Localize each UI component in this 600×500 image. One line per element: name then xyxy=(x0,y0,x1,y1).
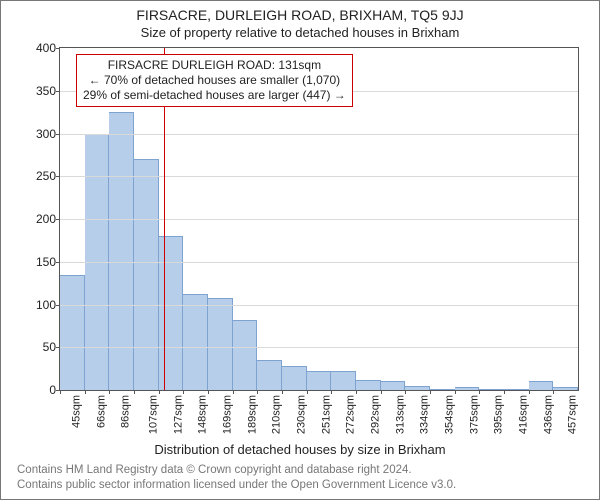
ytick-mark xyxy=(56,219,60,220)
histogram-bar xyxy=(257,360,282,390)
xtick-mark xyxy=(134,390,135,394)
histogram-bar xyxy=(60,275,85,390)
ytick-mark xyxy=(56,305,60,306)
ytick-label: 0 xyxy=(49,383,56,397)
histogram-bar xyxy=(307,371,332,390)
ytick-mark xyxy=(56,262,60,263)
annotation-line: ← 70% of detached houses are smaller (1,… xyxy=(83,73,346,88)
ytick-label: 100 xyxy=(36,298,56,312)
xtick-mark xyxy=(430,390,431,394)
xtick-label: 86sqm xyxy=(120,395,132,428)
annotation-line: 29% of semi-detached houses are larger (… xyxy=(83,88,346,103)
xtick-mark xyxy=(381,390,382,394)
xtick-label: 169sqm xyxy=(222,395,234,434)
histogram-bar xyxy=(109,112,134,390)
copyright-line-1: Contains HM Land Registry data © Crown c… xyxy=(17,463,456,478)
grid-line xyxy=(60,176,578,177)
histogram-bar xyxy=(504,389,529,390)
xtick-label: 375sqm xyxy=(468,395,480,434)
xtick-mark xyxy=(159,390,160,394)
xtick-mark xyxy=(529,390,530,394)
xtick-mark xyxy=(307,390,308,394)
ytick-label: 350 xyxy=(36,84,56,98)
ytick-label: 150 xyxy=(36,255,56,269)
grid-line xyxy=(60,305,578,306)
xtick-label: 251sqm xyxy=(320,395,332,434)
xtick-label: 292sqm xyxy=(370,395,382,434)
xtick-mark xyxy=(109,390,110,394)
histogram-bar xyxy=(183,294,208,390)
xtick-mark xyxy=(455,390,456,394)
xtick-label: 334sqm xyxy=(419,395,431,434)
xtick-label: 148sqm xyxy=(197,395,209,434)
xtick-mark xyxy=(233,390,234,394)
annotation-line: FIRSACRE DURLEIGH ROAD: 131sqm xyxy=(83,58,346,73)
xtick-label: 416sqm xyxy=(518,395,530,434)
histogram-bar xyxy=(356,380,381,390)
xtick-mark xyxy=(405,390,406,394)
xtick-label: 66sqm xyxy=(95,395,107,428)
histogram-bar xyxy=(479,389,504,390)
xtick-label: 45sqm xyxy=(71,395,83,428)
ytick-mark xyxy=(56,176,60,177)
ytick-label: 300 xyxy=(36,127,56,141)
histogram-bar xyxy=(233,320,258,390)
histogram-bar xyxy=(282,366,307,390)
histogram-bar xyxy=(134,159,159,390)
ytick-label: 200 xyxy=(36,212,56,226)
grid-line xyxy=(60,134,578,135)
xtick-label: 354sqm xyxy=(444,395,456,434)
xtick-mark xyxy=(183,390,184,394)
xtick-mark xyxy=(257,390,258,394)
xtick-label: 272sqm xyxy=(345,395,357,434)
x-axis-label: Distribution of detached houses by size … xyxy=(1,442,599,457)
xtick-mark xyxy=(208,390,209,394)
xtick-mark xyxy=(479,390,480,394)
xtick-mark xyxy=(504,390,505,394)
xtick-mark xyxy=(60,390,61,394)
xtick-mark xyxy=(331,390,332,394)
histogram-bar xyxy=(553,387,578,390)
xtick-label: 107sqm xyxy=(148,395,160,434)
xtick-label: 189sqm xyxy=(246,395,258,434)
ytick-label: 400 xyxy=(36,41,56,55)
xtick-label: 436sqm xyxy=(542,395,554,434)
histogram-bar xyxy=(208,298,233,390)
xtick-mark xyxy=(85,390,86,394)
copyright-text: Contains HM Land Registry data © Crown c… xyxy=(17,463,456,493)
histogram-bar xyxy=(405,386,430,390)
chart-subtitle: Size of property relative to detached ho… xyxy=(1,25,599,40)
xtick-label: 313sqm xyxy=(394,395,406,434)
chart-container: FIRSACRE, DURLEIGH ROAD, BRIXHAM, TQ5 9J… xyxy=(0,0,600,500)
copyright-line-2: Contains public sector information licen… xyxy=(17,478,456,493)
histogram-bar xyxy=(381,381,406,390)
grid-line xyxy=(60,262,578,263)
xtick-label: 395sqm xyxy=(493,395,505,434)
grid-line xyxy=(60,347,578,348)
ytick-label: 50 xyxy=(43,340,56,354)
ytick-mark xyxy=(56,91,60,92)
plot-area: 05010015020025030035040045sqm66sqm86sqm1… xyxy=(59,47,579,391)
ytick-mark xyxy=(56,134,60,135)
grid-line xyxy=(60,219,578,220)
histogram-bar xyxy=(430,389,455,390)
xtick-label: 210sqm xyxy=(271,395,283,434)
xtick-label: 457sqm xyxy=(567,395,579,434)
histogram-bar xyxy=(331,371,356,390)
xtick-label: 230sqm xyxy=(296,395,308,434)
xtick-mark xyxy=(356,390,357,394)
xtick-mark xyxy=(553,390,554,394)
xtick-label: 127sqm xyxy=(172,395,184,434)
chart-title: FIRSACRE, DURLEIGH ROAD, BRIXHAM, TQ5 9J… xyxy=(1,7,599,23)
histogram-bar xyxy=(455,387,480,390)
annotation-box: FIRSACRE DURLEIGH ROAD: 131sqm← 70% of d… xyxy=(76,54,353,107)
ytick-mark xyxy=(56,48,60,49)
histogram-bar xyxy=(159,236,184,390)
ytick-label: 250 xyxy=(36,169,56,183)
ytick-mark xyxy=(56,347,60,348)
xtick-mark xyxy=(282,390,283,394)
histogram-bar xyxy=(529,381,554,390)
